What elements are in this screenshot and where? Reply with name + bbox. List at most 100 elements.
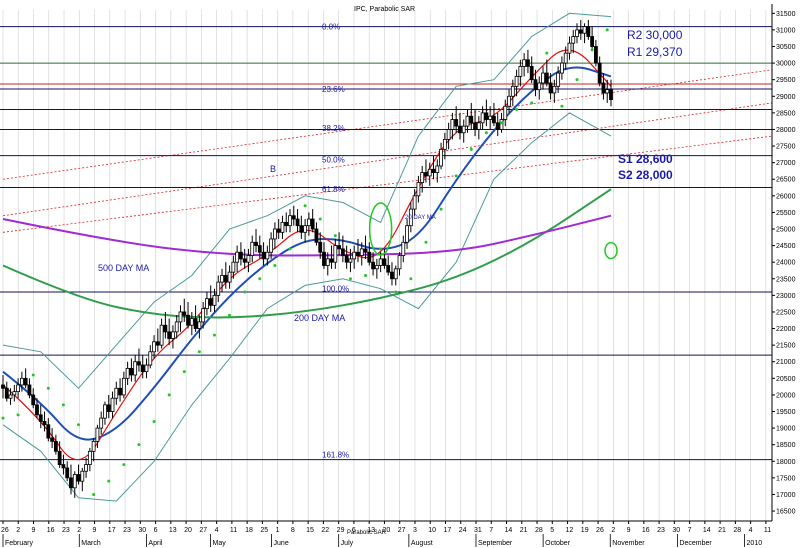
x-tick-label: 18 (245, 527, 253, 534)
candle-body (4, 387, 9, 399)
candle-body (469, 115, 474, 124)
sar-dot (575, 78, 579, 82)
x-tick-label: 31 (474, 527, 482, 534)
x-tick-label: 14 (703, 527, 711, 534)
sar-dot (182, 370, 186, 374)
fib-level-label: 38.2% (322, 124, 345, 133)
candle-body (231, 261, 236, 273)
candle-body (299, 225, 304, 233)
candle-body (216, 281, 221, 296)
x-tick-label: 20 (184, 527, 192, 534)
candle-body (492, 115, 496, 124)
sar-dot (439, 207, 443, 211)
candle-body (72, 474, 77, 489)
candle-body (103, 404, 107, 419)
candle-body (356, 251, 360, 256)
x-tick-label: 8 (291, 527, 295, 534)
candle-body (69, 477, 73, 489)
x-tick-label: 2 (16, 527, 20, 534)
ma200-label: 200 DAY MA (294, 313, 345, 323)
candle-body (50, 437, 54, 442)
candle-body (582, 26, 587, 34)
candle-body (344, 255, 349, 263)
candle-body (114, 387, 119, 399)
sar-dot (379, 247, 383, 251)
r1-label: R1 29,370 (627, 45, 683, 59)
x-tick-label: 17 (443, 527, 451, 534)
candle-body (174, 321, 179, 333)
candle-body (578, 29, 583, 34)
candle-body (382, 258, 387, 266)
s1-label: S1 28,600 (618, 152, 673, 166)
x-tick-label: 9 (627, 527, 631, 534)
y-tick-label: 22000 (776, 326, 796, 333)
x-tick-label: 9 (32, 527, 36, 534)
y-tick-label: 29000 (776, 94, 796, 101)
candle-body (412, 195, 417, 210)
sar-dot (1, 416, 5, 420)
sar-dot (137, 443, 141, 447)
sar-dot (318, 217, 322, 221)
y-tick-label: 26000 (776, 193, 796, 200)
candle-body (87, 450, 92, 465)
candle-body (212, 294, 217, 306)
x-tick-label: 7 (489, 527, 493, 534)
x-tick-label: 24 (459, 527, 467, 534)
candle-body (529, 66, 534, 81)
x-tick-label: 5 (550, 527, 554, 534)
r2-label: R2 30,000 (627, 28, 683, 42)
x-tick-label: 23 (123, 527, 131, 534)
sar-dot (61, 403, 65, 407)
x-tick-label: 11 (764, 527, 771, 534)
candle-body (95, 427, 100, 442)
y-tick-label: 24000 (776, 260, 796, 267)
x-tick-label: 23 (657, 527, 665, 534)
x-tick-label: 11 (230, 527, 237, 534)
highlight-circle (368, 202, 393, 256)
candle-body (269, 238, 274, 253)
candle-body (288, 215, 292, 227)
candle-body (254, 241, 258, 246)
sar-dot (348, 277, 352, 281)
sar-dot (530, 101, 534, 105)
x-tick-label: 22 (321, 527, 329, 534)
candle-body (35, 404, 39, 416)
candle-body (510, 85, 515, 97)
candle-body (291, 215, 296, 220)
highlight-circles (368, 202, 618, 260)
bollinger-bands (2, 12, 612, 502)
month-label: February (5, 540, 34, 547)
candle-body (420, 172, 425, 183)
trend-lines (2, 69, 773, 233)
y-tick-label: 21500 (776, 343, 796, 350)
bollinger-lower-band (2, 112, 612, 502)
candle-body (167, 331, 172, 339)
y-tick-label: 24500 (776, 243, 796, 250)
candle-body (16, 384, 21, 392)
month-label: October (545, 540, 571, 547)
candle-body (450, 119, 455, 130)
candle-body (416, 182, 421, 197)
candle-body (518, 66, 523, 77)
candle-body (246, 255, 251, 263)
candle-body (318, 241, 323, 253)
sar-dot (167, 393, 171, 397)
sar-dot (152, 419, 156, 423)
candle-body (76, 474, 81, 482)
candle-body (1, 384, 5, 389)
sar-dot (92, 492, 96, 496)
x-tick-label: 9 (93, 527, 97, 534)
candle-body (152, 341, 156, 353)
candle-body (42, 421, 47, 426)
sar-dot (243, 290, 247, 294)
highlight-circle (604, 241, 618, 260)
x-tick-label: 13 (169, 527, 177, 534)
x-tick-label: 4 (215, 527, 219, 534)
candle-body (80, 470, 85, 482)
x-tick-label: 23 (62, 527, 70, 534)
candle-body (322, 251, 326, 266)
candle-body (118, 387, 122, 396)
candle-body (129, 367, 134, 376)
